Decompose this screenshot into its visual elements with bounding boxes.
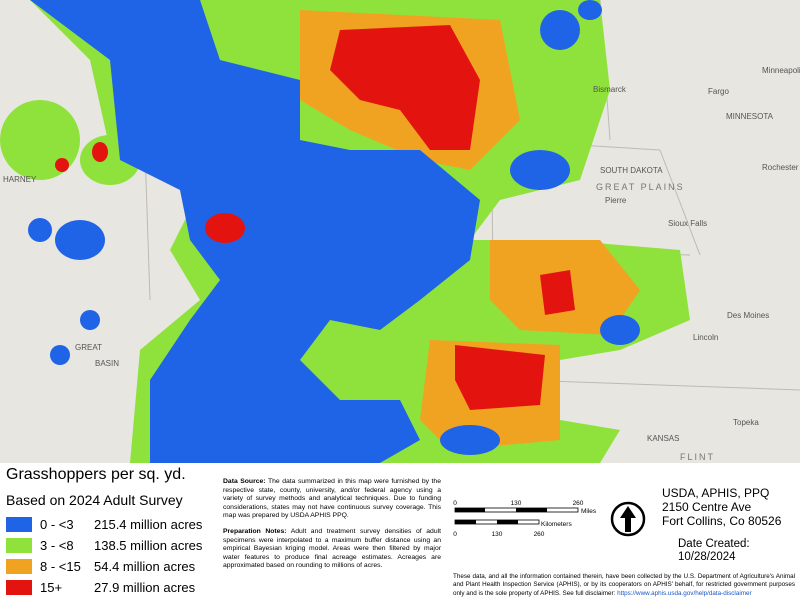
- disclaimer: These data, and all the information cont…: [453, 573, 795, 598]
- km-bar-segment: [455, 520, 476, 524]
- scale-tick: 130: [511, 500, 522, 507]
- notes: Data Source: The data summarized in this…: [223, 478, 441, 578]
- date-label: Date Created:: [678, 538, 750, 550]
- legend-label: 15+: [40, 580, 63, 595]
- legend-label: 8 - <15: [40, 559, 81, 574]
- legend-title: Grasshoppers per sq. yd.: [6, 466, 186, 483]
- place-label: Topeka: [733, 418, 759, 427]
- place-label: MINNESOTA: [726, 112, 774, 121]
- preparation-notes: Preparation Notes: Adult and treatment s…: [223, 528, 441, 571]
- north-arrow: [610, 501, 646, 537]
- place-label: Rochester: [762, 163, 799, 172]
- miles-bar-segment: [455, 508, 485, 512]
- legend-label: 3 - <8: [40, 538, 74, 553]
- disclaimer-link[interactable]: https://www.aphis.usda.gov/help/data-dis…: [617, 589, 752, 597]
- scale-tick: 260: [534, 531, 545, 538]
- map-labels: Bismarck Fargo MINNESOTA Minneapolis Roc…: [3, 66, 800, 462]
- scale-tick: 130: [492, 531, 503, 538]
- address-line: Fort Collins, Co 80526: [662, 514, 782, 528]
- legend-item: 8 - <15 54.4 million acres: [6, 556, 221, 577]
- legend-acres: 27.9 million acres: [94, 580, 196, 595]
- region-label: GREAT PLAINS: [596, 182, 685, 192]
- place-label: Fargo: [708, 87, 729, 96]
- legend-label: 0 - <3: [40, 517, 74, 532]
- map: Bismarck Fargo MINNESOTA Minneapolis Roc…: [0, 0, 800, 463]
- legend-item: 0 - <3 215.4 million acres: [6, 514, 221, 535]
- place-label: GREAT: [75, 343, 102, 352]
- place-label: HARNEY: [3, 175, 37, 184]
- region-label: FLINT: [680, 452, 715, 462]
- legend: Grasshoppers per sq. yd. Based on 2024 A…: [6, 466, 221, 598]
- legend-items: 0 - <3 215.4 million acres 3 - <8 138.5 mil…: [6, 514, 221, 598]
- place-label: Des Moines: [727, 311, 769, 320]
- data-source-text: The data summarized in this map were fur…: [223, 478, 441, 520]
- legend-acres: 54.4 million acres: [94, 559, 196, 574]
- place-label: KANSAS: [647, 434, 679, 443]
- place-label: Minneapolis: [762, 66, 800, 75]
- data-source: Data Source: The data summarized in this…: [223, 478, 441, 521]
- address-line: USDA, APHIS, PPQ: [662, 486, 770, 500]
- legend-item: 15+ 27.9 million acres: [6, 577, 221, 598]
- legend-swatch: [6, 559, 32, 574]
- scale-tick: 0: [453, 531, 457, 538]
- place-label: SOUTH DAKOTA: [600, 166, 663, 175]
- disclaimer-text: These data, and all the information cont…: [453, 573, 795, 597]
- place-label: BASIN: [95, 359, 119, 368]
- legend-item: 3 - <8 138.5 million acres: [6, 535, 221, 556]
- scale-bar: 0 130 260 Miles Kilometers 0 130 260: [453, 500, 597, 538]
- km-bar-segment: [497, 520, 518, 524]
- address: USDA, APHIS, PPQ 2150 Centre Ave Fort Co…: [662, 486, 781, 528]
- place-label: Pierre: [605, 196, 627, 205]
- preparation-text: Adult and treatment survey densities of …: [223, 527, 441, 570]
- data-source-label: Data Source:: [223, 478, 266, 485]
- legend-subtitle: Based on 2024 Adult Survey: [6, 492, 183, 508]
- place-label: Lincoln: [693, 333, 718, 342]
- preparation-label: Preparation Notes:: [223, 527, 287, 535]
- date-value: 10/28/2024: [678, 551, 736, 563]
- legend-acres: 138.5 million acres: [94, 538, 203, 553]
- place-label: Sioux Falls: [668, 219, 707, 228]
- legend-swatch: [6, 517, 32, 532]
- scale-unit: Kilometers: [541, 521, 572, 528]
- place-label: Bismarck: [593, 85, 627, 94]
- scale-tick: 0: [453, 500, 457, 507]
- address-line: 2150 Centre Ave: [662, 500, 752, 514]
- legend-acres: 215.4 million acres: [94, 517, 203, 532]
- legend-swatch: [6, 580, 32, 595]
- legend-swatch: [6, 538, 32, 553]
- date-created: Date Created: 10/28/2024: [678, 538, 750, 564]
- miles-bar-segment: [516, 508, 547, 512]
- scale-tick: 260: [573, 500, 584, 507]
- scale-unit: Miles: [581, 508, 597, 515]
- density-zones: [0, 0, 690, 463]
